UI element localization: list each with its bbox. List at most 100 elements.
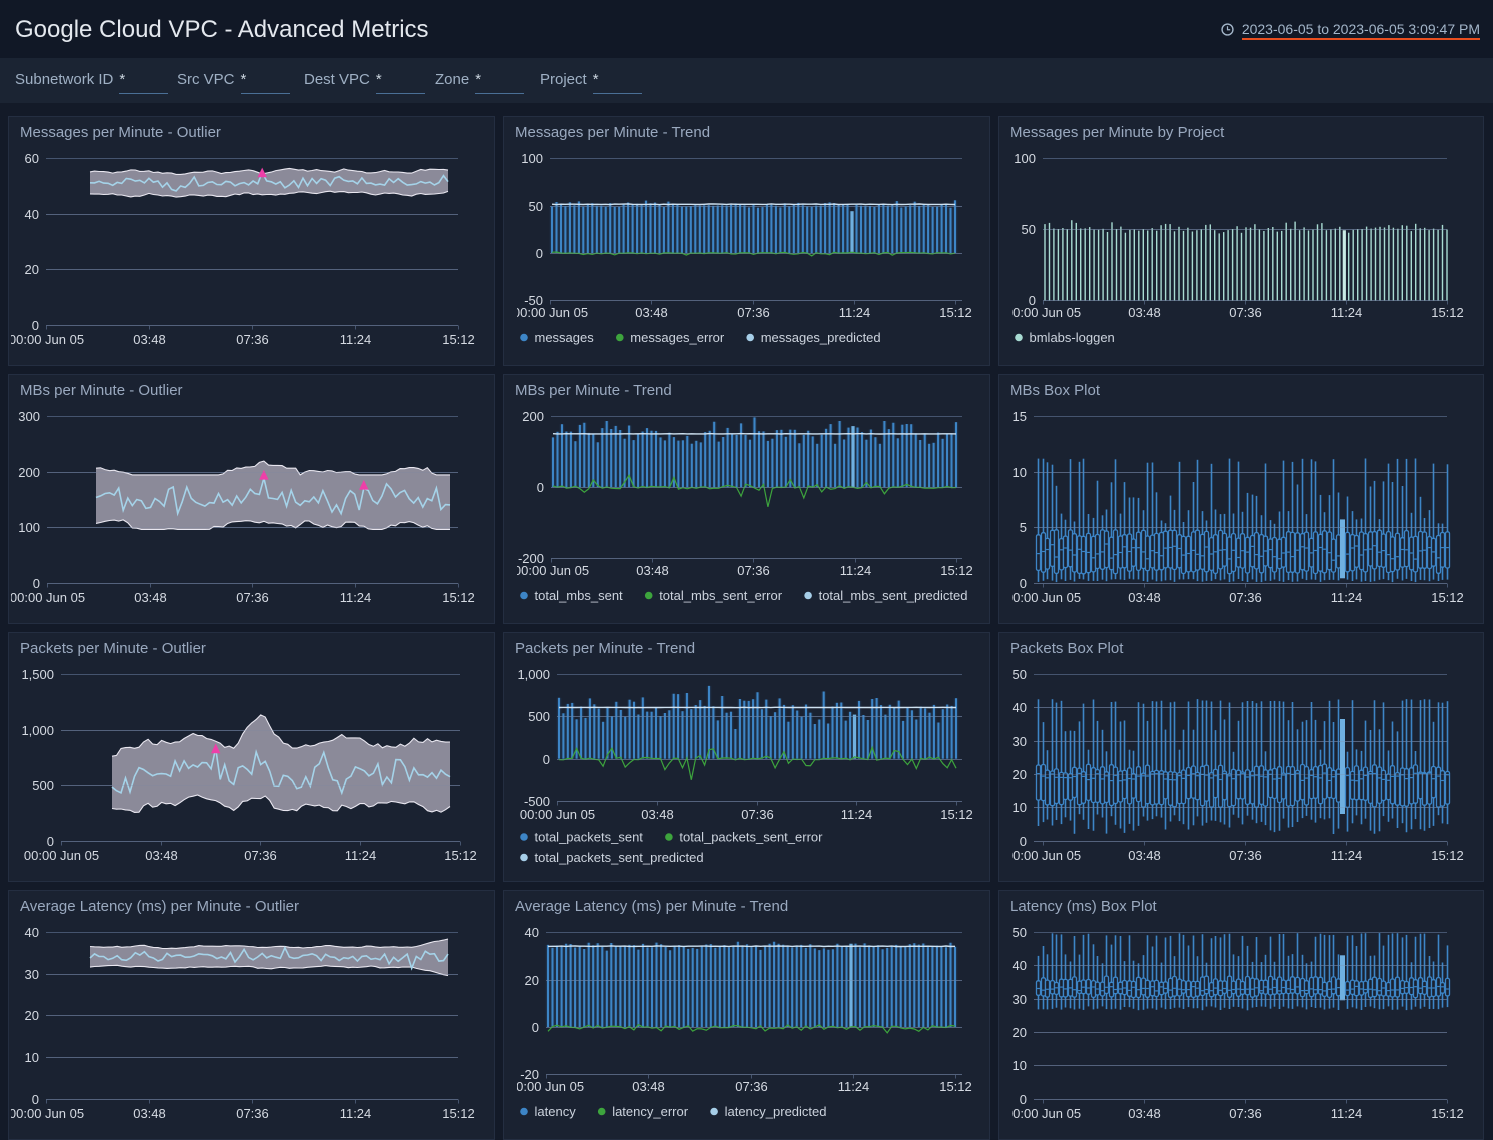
svg-text:-20: -20 [520,1067,539,1082]
svg-text:500: 500 [32,778,54,793]
svg-text:07:36: 07:36 [741,807,774,822]
svg-text:messages_predicted: messages_predicted [761,330,881,345]
svg-text:0: 0 [33,576,40,591]
svg-text:15:12: 15:12 [939,1079,972,1094]
svg-text:10: 10 [1013,1058,1027,1073]
svg-text:20: 20 [1013,767,1027,782]
svg-text:30: 30 [25,967,39,982]
svg-text:50: 50 [1022,222,1036,237]
svg-text:bmlabs-loggen: bmlabs-loggen [1030,330,1115,345]
svg-text:15: 15 [1013,409,1027,424]
svg-text:40: 40 [25,207,39,222]
svg-text:0: 0 [32,318,39,333]
svg-text:03:48: 03:48 [635,305,668,320]
svg-text:MBs Box Plot: MBs Box Plot [1010,382,1101,399]
svg-text:500: 500 [528,709,550,724]
svg-text:03:48: 03:48 [636,563,669,578]
svg-text:07:36: 07:36 [236,590,269,605]
svg-text:07:36: 07:36 [1229,590,1262,605]
svg-text:03:48: 03:48 [632,1079,665,1094]
svg-text:MBs per Minute - Trend: MBs per Minute - Trend [515,382,672,399]
svg-text:Average Latency (ms) per Minut: Average Latency (ms) per Minute - Outlie… [20,898,299,915]
svg-text:07:36: 07:36 [737,305,770,320]
svg-text:1,000: 1,000 [517,667,550,682]
svg-text:0: 0 [1029,293,1036,308]
svg-text:03:48: 03:48 [145,848,178,863]
svg-text:total_packets_sent_error: total_packets_sent_error [679,830,823,845]
svg-text:03:48: 03:48 [1128,1106,1161,1121]
svg-text:11:24: 11:24 [345,848,377,863]
svg-text:07:36: 07:36 [236,332,269,347]
svg-text:0: 0 [537,480,544,495]
svg-text:0: 0 [1020,576,1027,591]
svg-text:100: 100 [18,520,40,535]
svg-text:latency_error: latency_error [612,1104,689,1119]
svg-text:03:48: 03:48 [134,590,167,605]
svg-text:03:48: 03:48 [1128,848,1161,863]
svg-text:total_packets_sent_predicted: total_packets_sent_predicted [535,850,704,865]
svg-text:11:24: 11:24 [340,1106,372,1121]
svg-text:Average Latency (ms) per Minut: Average Latency (ms) per Minute - Trend [515,898,788,915]
svg-text:Messages per Minute - Outlier: Messages per Minute - Outlier [20,124,221,141]
svg-text:5: 5 [1020,520,1027,535]
svg-text:latency: latency [535,1104,577,1119]
svg-text:total_mbs_sent_error: total_mbs_sent_error [659,588,783,603]
svg-text:11:24: 11:24 [1331,590,1363,605]
svg-text:11:24: 11:24 [839,305,871,320]
svg-text:total_mbs_sent_predicted: total_mbs_sent_predicted [819,588,968,603]
svg-text:00:00 Jun 05: 00:00 Jun 05 [9,332,84,347]
svg-text:07:36: 07:36 [1229,305,1262,320]
svg-text:07:36: 07:36 [236,1106,269,1121]
svg-text:100: 100 [1014,151,1036,166]
svg-text:07:36: 07:36 [737,563,770,578]
svg-text:00:00 Jun 05: 00:00 Jun 05 [1006,848,1081,863]
svg-text:-50: -50 [524,293,543,308]
svg-text:11:24: 11:24 [840,563,872,578]
svg-text:20: 20 [525,973,539,988]
svg-text:50: 50 [1013,925,1027,940]
svg-text:Packets per Minute - Trend: Packets per Minute - Trend [515,640,695,657]
svg-text:60: 60 [25,151,39,166]
svg-text:00:00 Jun 05: 00:00 Jun 05 [1006,590,1081,605]
svg-text:50: 50 [1013,667,1027,682]
svg-text:15:12: 15:12 [1431,848,1464,863]
svg-text:03:48: 03:48 [1128,305,1161,320]
svg-text:00:00 Jun 05: 00:00 Jun 05 [1006,305,1081,320]
svg-text:MBs per Minute - Outlier: MBs per Minute - Outlier [20,382,183,399]
svg-text:03:48: 03:48 [133,1106,166,1121]
svg-text:30: 30 [1013,734,1027,749]
svg-text:07:36: 07:36 [735,1079,768,1094]
svg-text:0: 0 [532,1020,539,1035]
svg-text:15:12: 15:12 [444,848,477,863]
svg-text:15:12: 15:12 [442,332,475,347]
svg-text:100: 100 [521,151,543,166]
svg-text:40: 40 [525,925,539,940]
svg-text:11:24: 11:24 [1331,305,1363,320]
svg-text:15:12: 15:12 [1431,1106,1464,1121]
svg-text:total_packets_sent: total_packets_sent [535,830,644,845]
svg-text:15:12: 15:12 [442,590,475,605]
svg-text:00:00 Jun 05: 00:00 Jun 05 [509,1079,584,1094]
svg-text:Messages per Minute - Trend: Messages per Minute - Trend [515,124,710,141]
svg-text:Latency (ms) Box Plot: Latency (ms) Box Plot [1010,898,1158,915]
svg-text:0: 0 [1020,1092,1027,1107]
svg-text:15:12: 15:12 [442,1106,475,1121]
svg-text:07:36: 07:36 [1229,848,1262,863]
svg-text:total_mbs_sent: total_mbs_sent [535,588,624,603]
svg-text:03:48: 03:48 [641,807,674,822]
svg-text:latency_predicted: latency_predicted [725,1104,827,1119]
svg-text:00:00 Jun 05: 00:00 Jun 05 [1006,1106,1081,1121]
svg-text:00:00 Jun 05: 00:00 Jun 05 [520,807,595,822]
svg-text:messages_error: messages_error [630,330,725,345]
svg-text:10: 10 [25,1050,39,1065]
svg-text:0: 0 [543,752,550,767]
svg-text:0: 0 [47,834,54,849]
svg-text:15:12: 15:12 [940,807,973,822]
svg-text:messages: messages [535,330,595,345]
svg-text:20: 20 [1013,1025,1027,1040]
svg-text:-200: -200 [518,551,544,566]
svg-text:00:00 Jun 05: 00:00 Jun 05 [9,1106,84,1121]
svg-text:00:00 Jun 05: 00:00 Jun 05 [24,848,99,863]
svg-text:Packets Box Plot: Packets Box Plot [1010,640,1124,657]
svg-text:40: 40 [1013,700,1027,715]
